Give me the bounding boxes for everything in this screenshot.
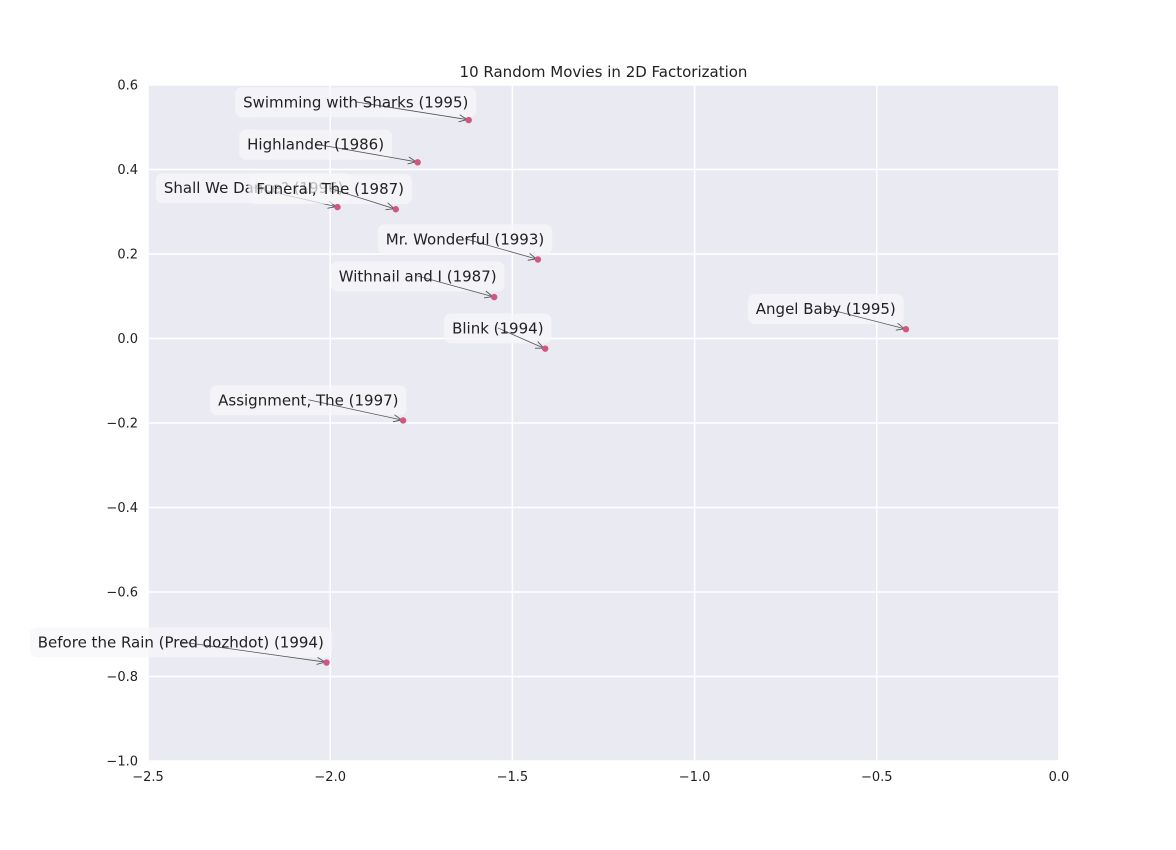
x-tick-label: −1.5 <box>497 770 529 785</box>
annotation-7: Angel Baby (1995) <box>747 294 905 329</box>
x-tick-label: −2.0 <box>314 770 346 785</box>
scatter-point <box>323 659 330 666</box>
point-label: Before the Rain (Pred dozhdot) (1994) <box>38 633 324 651</box>
y-tick-label: −1.0 <box>106 755 138 770</box>
y-tick-label: −0.8 <box>106 670 138 685</box>
point-label: Assignment, The (1997) <box>218 391 398 409</box>
scatter-point <box>334 203 341 211</box>
annotation-5: Withnail and I (1987) <box>330 261 505 297</box>
y-tick-label: −0.2 <box>106 417 138 432</box>
x-tick-label: −1.0 <box>679 770 711 785</box>
annotation-6: Blink (1994) <box>444 313 552 348</box>
y-tick-label: −0.4 <box>106 501 138 516</box>
point-label: Mr. Wonderful (1993) <box>386 230 544 248</box>
scatter-point <box>490 293 498 301</box>
label-box <box>377 224 553 255</box>
label-box <box>747 294 904 325</box>
data-points <box>323 116 910 666</box>
annotation-arrow <box>417 275 493 297</box>
scatter-point <box>541 345 549 352</box>
annotation-arrow <box>355 101 467 120</box>
y-tick-label: −0.6 <box>106 586 138 601</box>
point-label: Swimming with Sharks (1995) <box>243 93 468 111</box>
annotation-4: Mr. Wonderful (1993) <box>377 224 553 259</box>
annotation-3: Funeral, The (1987) <box>248 174 413 209</box>
point-label: Blink (1994) <box>452 319 543 337</box>
label-box <box>239 129 393 160</box>
annotation-arrow <box>825 308 905 329</box>
annotation-1: Highlander (1986) <box>239 129 417 162</box>
scatter-point <box>392 206 399 213</box>
annotation-arrow <box>330 188 394 209</box>
annotations: Swimming with Sharks (1995) Highlander (1… <box>29 87 905 662</box>
x-tick-label: −0.5 <box>861 770 893 785</box>
label-box <box>210 385 407 416</box>
annotation-arrow <box>308 399 401 420</box>
point-label: Angel Baby (1995) <box>756 300 896 318</box>
label-box <box>444 313 552 344</box>
chart-title: 10 Random Movies in 2D Factorization <box>460 63 748 81</box>
annotation-arrow <box>180 641 325 662</box>
annotation-arrow <box>497 327 544 348</box>
y-tick-label: 0.6 <box>117 79 138 94</box>
scatter-point <box>534 256 542 263</box>
label-box <box>29 627 332 658</box>
annotation-9: Before the Rain (Pred dozhdot) (1994) <box>29 627 332 662</box>
scatter-point <box>465 116 472 124</box>
x-tick-label: 0.0 <box>1049 770 1070 785</box>
annotation-arrow <box>315 143 417 162</box>
annotation-8: Assignment, The (1997) <box>210 385 407 420</box>
label-box <box>248 174 413 205</box>
grid-lines <box>147 84 1060 762</box>
tick-labels: −2.5 −2.0 −1.5 −1.0 −0.5 0.0 0.6 0.4 0.2 0.0 −0.2 −… <box>106 79 1069 786</box>
y-tick-label: 0.0 <box>117 332 138 347</box>
x-tick-label: −2.5 <box>132 770 164 785</box>
annotation-arrow <box>464 238 536 259</box>
y-tick-label: 0.2 <box>117 248 138 263</box>
point-label: Withnail and I (1987) <box>339 267 497 285</box>
scatter-point <box>399 417 407 424</box>
label-box <box>235 87 477 118</box>
y-tick-label: 0.4 <box>117 163 138 178</box>
point-label: Funeral, The (1987) <box>256 180 404 198</box>
point-label: Highlander (1986) <box>247 136 384 154</box>
annotation-0: Swimming with Sharks (1995) <box>235 87 477 120</box>
scatter-point <box>902 326 910 333</box>
label-box <box>330 261 505 292</box>
scatter-point <box>414 159 421 166</box>
